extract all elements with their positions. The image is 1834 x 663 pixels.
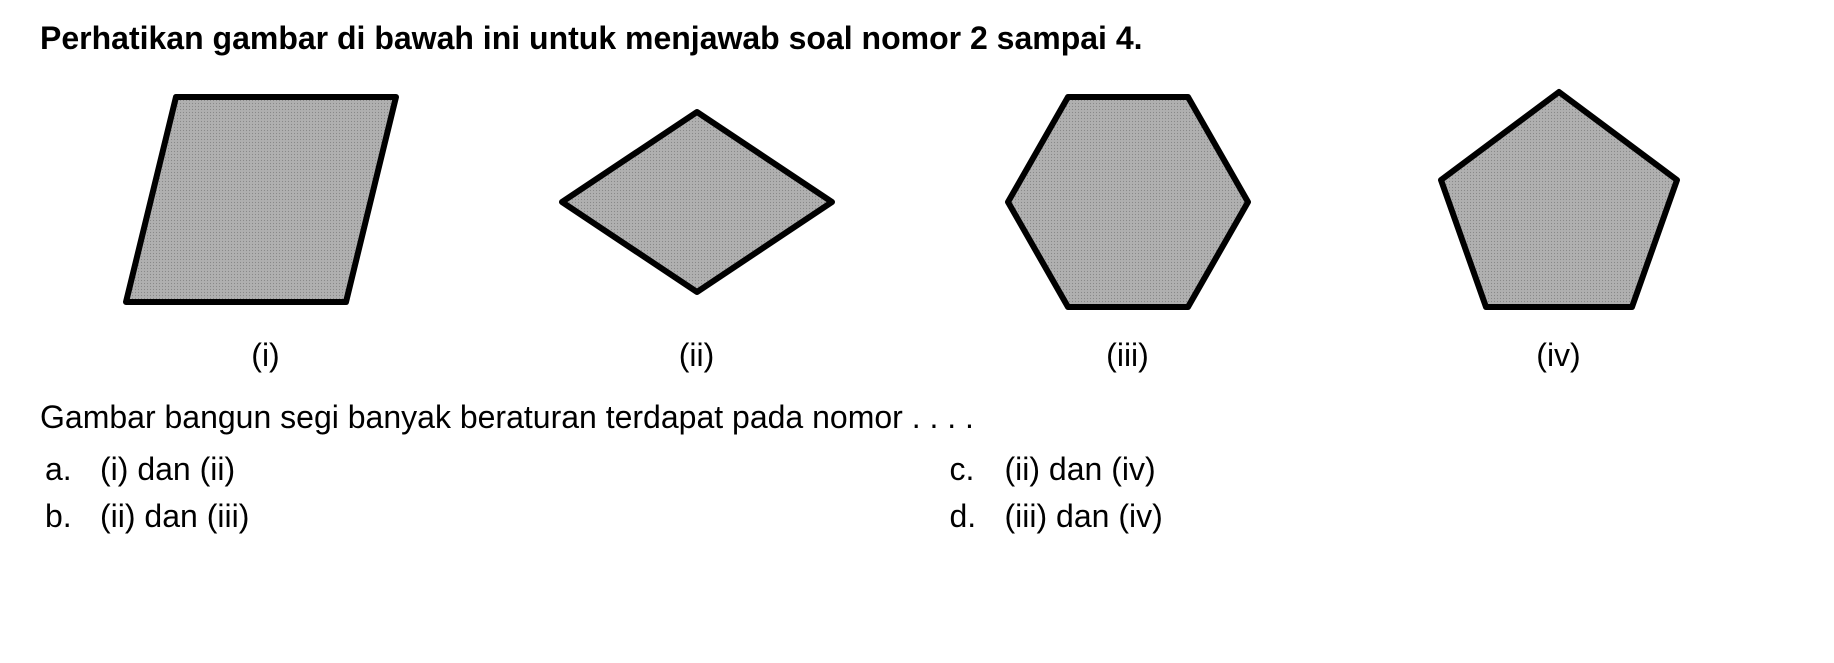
hexagon-icon bbox=[978, 72, 1278, 332]
option-text-b: (ii) dan (iii) bbox=[100, 498, 249, 535]
option-letter-a: a. bbox=[45, 451, 100, 488]
option-letter-c: c. bbox=[950, 451, 1005, 488]
option-letter-b: b. bbox=[45, 498, 100, 535]
option-text-d: (iii) dan (iv) bbox=[1005, 498, 1163, 535]
shape-label-3: (iii) bbox=[1106, 337, 1149, 374]
question-text: Gambar bangun segi banyak beraturan terd… bbox=[40, 399, 1794, 436]
pentagon-icon bbox=[1409, 72, 1709, 332]
shape-container-1: (i) bbox=[50, 72, 481, 374]
shape-label-2: (ii) bbox=[679, 337, 715, 374]
parallelogram-icon bbox=[116, 72, 416, 332]
option-c[interactable]: c. (ii) dan (iv) bbox=[950, 451, 1795, 488]
shape-container-3: (iii) bbox=[912, 72, 1343, 374]
option-d[interactable]: d. (iii) dan (iv) bbox=[950, 498, 1795, 535]
options-grid: a. (i) dan (ii) c. (ii) dan (iv) b. (ii)… bbox=[40, 451, 1794, 535]
option-b[interactable]: b. (ii) dan (iii) bbox=[45, 498, 890, 535]
shape-container-2: (ii) bbox=[481, 72, 912, 374]
shapes-row: (i) (ii) (iii) bbox=[40, 72, 1794, 374]
shape-label-4: (iv) bbox=[1536, 337, 1580, 374]
option-text-c: (ii) dan (iv) bbox=[1005, 451, 1156, 488]
question-header: Perhatikan gambar di bawah ini untuk men… bbox=[40, 20, 1794, 57]
rhombus-icon bbox=[547, 72, 847, 332]
option-a[interactable]: a. (i) dan (ii) bbox=[45, 451, 890, 488]
option-text-a: (i) dan (ii) bbox=[100, 451, 235, 488]
shape-label-1: (i) bbox=[251, 337, 279, 374]
shape-container-4: (iv) bbox=[1343, 72, 1774, 374]
option-letter-d: d. bbox=[950, 498, 1005, 535]
